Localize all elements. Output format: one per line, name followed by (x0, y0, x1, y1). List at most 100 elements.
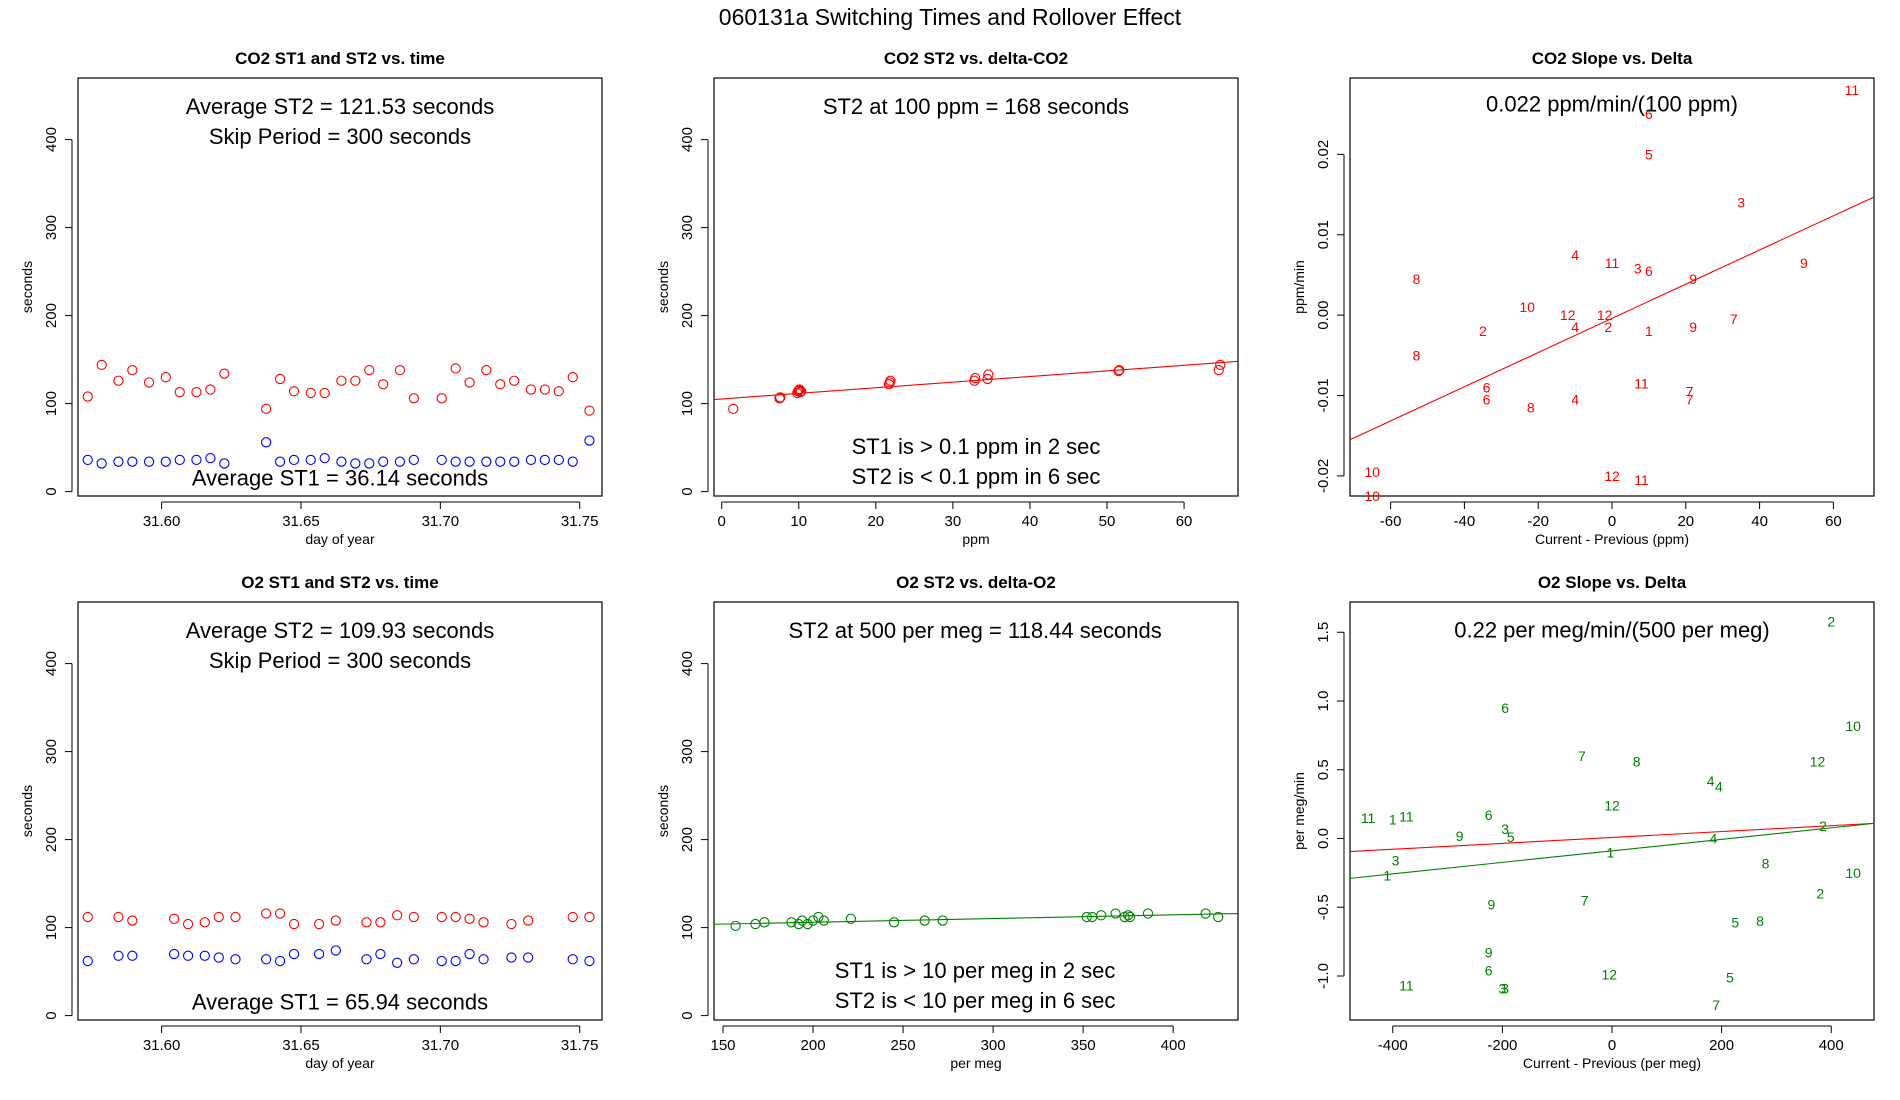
data-point (260, 403, 272, 415)
data-point-label: 6 (1485, 963, 1493, 979)
data-point (364, 365, 375, 376)
y-axis-label: ppm/min (1291, 260, 1307, 314)
y-tick-label: 300 (43, 739, 60, 764)
data-point (807, 915, 819, 926)
data-point-label: 5 (1726, 969, 1734, 985)
data-point (450, 911, 461, 923)
data-point (169, 913, 180, 924)
data-point (1142, 908, 1154, 919)
data-point (174, 387, 185, 398)
data-point (288, 454, 300, 466)
panel-co2-st-vs-time: CO2 ST1 and ST2 vs. time 31.60 31.65 31.70 3… (19, 49, 603, 547)
y-tick-label: -0.01 (1315, 378, 1332, 412)
data-point (730, 920, 741, 931)
data-point (113, 456, 124, 467)
data-point (82, 911, 93, 923)
data-point (495, 456, 506, 467)
data-point (260, 954, 272, 965)
data-point (350, 458, 361, 469)
data-point-label: 7 (1712, 997, 1720, 1013)
data-point-label: 1 (1606, 845, 1614, 861)
data-point (313, 948, 325, 960)
panel-title: CO2 Slope vs. Delta (1532, 49, 1693, 68)
data-point-label: 7 (1581, 892, 1589, 908)
y-tick-label: -0.5 (1315, 894, 1332, 920)
fit-line (1350, 822, 1874, 853)
y-tick-label: 300 (679, 215, 696, 240)
data-point (795, 386, 807, 397)
data-point-label: 7 (1686, 392, 1694, 408)
y-tick-label: 100 (679, 391, 696, 416)
data-point (818, 915, 829, 926)
x-tick-label: 400 (1161, 1037, 1186, 1054)
data-point-label: 6 (1645, 106, 1653, 122)
data-point-label: 3 (1392, 853, 1400, 869)
data-point (375, 948, 386, 960)
panel-o2-slope-vs-delta: O2 Slope vs. Delta -400 -200 0 200 400 Current… (1291, 573, 1875, 1071)
data-point (319, 387, 330, 399)
data-point-label: 10 (1364, 488, 1380, 504)
data-point (553, 454, 564, 466)
x-tick-label: -400 (1378, 1037, 1408, 1054)
data-point (191, 387, 202, 398)
data-point (191, 454, 202, 466)
data-point (336, 456, 347, 467)
data-point-label: 9 (1488, 897, 1496, 913)
annotation: Average ST2 = 109.93 seconds (186, 618, 494, 643)
data-point (330, 945, 341, 956)
data-point-label: 11 (1605, 255, 1620, 271)
panel-co2-slope-vs-delta: CO2 Slope vs. Delta -60 -40 -20 0 20 40 60 Curre… (1291, 49, 1875, 547)
data-point (1213, 365, 1224, 376)
y-tick-label: -1.0 (1315, 963, 1332, 989)
y-tick-label: 0.02 (1315, 140, 1332, 169)
data-point (391, 910, 403, 921)
x-tick-label: 350 (1071, 1037, 1096, 1054)
x-tick-label: 20 (867, 513, 884, 530)
data-point (553, 386, 564, 397)
data-point (450, 363, 461, 374)
data-point (160, 372, 171, 383)
data-point (288, 918, 300, 930)
data-point (919, 915, 930, 926)
y-tick-label: 0.5 (1315, 759, 1332, 780)
data-point (96, 458, 107, 469)
data-point-label: 8 (1756, 913, 1764, 929)
y-tick-label: 400 (679, 127, 696, 152)
data-point (82, 454, 93, 466)
y-tick-label: 1.0 (1315, 691, 1332, 712)
y-axis-label: seconds (655, 261, 671, 313)
data-point (567, 911, 578, 923)
y-tick-label: 0.0 (1315, 828, 1332, 849)
data-point-label: 9 (1689, 271, 1697, 287)
x-tick-label: 31.65 (282, 1037, 320, 1054)
data-point (274, 373, 286, 385)
data-point (96, 359, 107, 371)
data-point (199, 917, 210, 928)
x-tick-label: 150 (710, 1037, 735, 1054)
x-tick-label: -20 (1527, 513, 1549, 530)
data-point-label: 1 (1389, 811, 1397, 827)
data-point (336, 375, 347, 386)
y-axis-label: seconds (19, 261, 35, 313)
data-point (522, 952, 534, 963)
data-point (230, 954, 241, 965)
data-point (274, 908, 286, 919)
data-point (288, 386, 300, 397)
x-tick-label: 31.60 (143, 1037, 181, 1054)
data-point (509, 375, 520, 386)
annotation: ST2 is < 0.1 ppm in 6 sec (852, 464, 1101, 489)
data-point (260, 908, 272, 919)
data-point (450, 456, 461, 467)
annotation: ST1 is > 0.1 ppm in 2 sec (852, 434, 1101, 459)
x-tick-label: -60 (1380, 513, 1402, 530)
data-point (436, 911, 447, 923)
data-point (113, 375, 124, 386)
data-point (1095, 910, 1107, 921)
data-point (982, 373, 993, 385)
data-point-label: 12 (1597, 307, 1613, 323)
data-point (506, 918, 517, 930)
data-point (408, 911, 420, 923)
data-point (391, 957, 403, 968)
y-tick-label: 200 (43, 827, 60, 852)
data-point (205, 384, 216, 395)
